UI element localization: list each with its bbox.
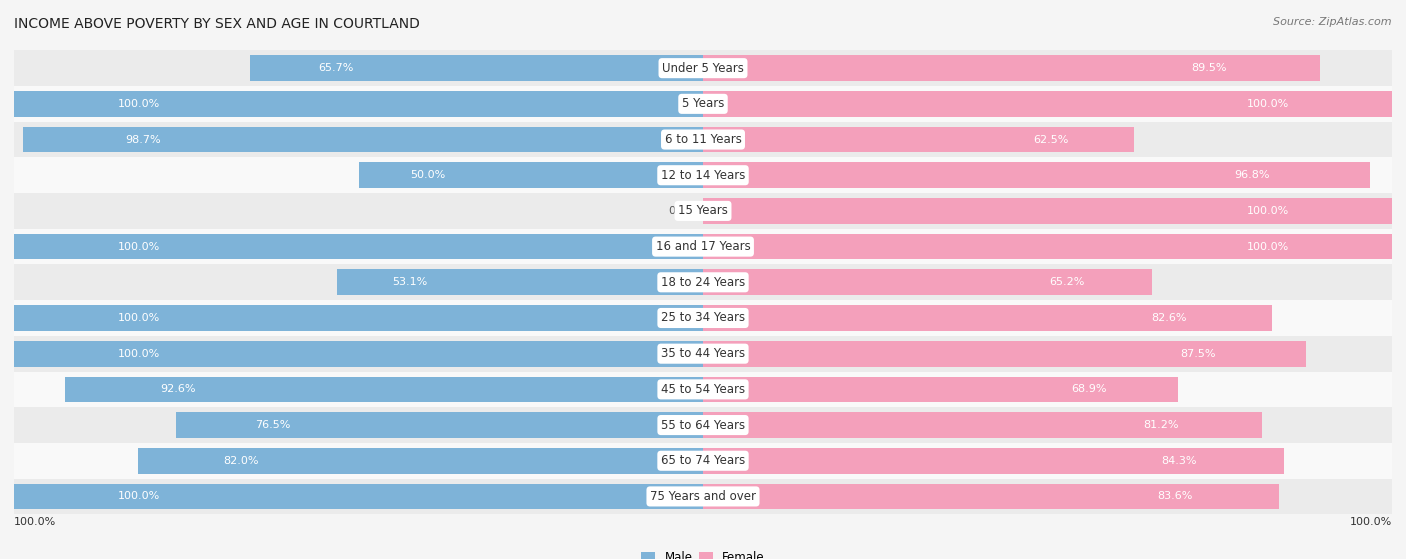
Bar (14, 372, 1392, 407)
Text: 100.0%: 100.0% (118, 241, 160, 252)
Text: 92.6%: 92.6% (160, 385, 197, 394)
Bar (22, 127, 703, 153)
Bar (14, 300, 1392, 336)
Text: 100.0%: 100.0% (118, 349, 160, 359)
Bar (703, 234, 1392, 259)
Bar (703, 162, 1369, 188)
Bar (14, 336, 1392, 372)
Text: 100.0%: 100.0% (1246, 99, 1289, 109)
Text: 100.0%: 100.0% (118, 313, 160, 323)
Text: 75 Years and over: 75 Years and over (650, 490, 756, 503)
Bar (703, 484, 1279, 509)
Bar (250, 55, 703, 81)
Bar (703, 448, 1284, 473)
Bar (176, 412, 703, 438)
Bar (14, 443, 1392, 479)
Text: 100.0%: 100.0% (118, 491, 160, 501)
Text: 45 to 54 Years: 45 to 54 Years (661, 383, 745, 396)
Bar (703, 269, 1152, 295)
Bar (14, 479, 1392, 514)
Text: Under 5 Years: Under 5 Years (662, 61, 744, 75)
Text: INCOME ABOVE POVERTY BY SEX AND AGE IN COURTLAND: INCOME ABOVE POVERTY BY SEX AND AGE IN C… (14, 17, 420, 31)
Bar (359, 162, 703, 188)
Text: 18 to 24 Years: 18 to 24 Years (661, 276, 745, 289)
Text: 100.0%: 100.0% (118, 99, 160, 109)
Bar (14, 264, 1392, 300)
Text: 100.0%: 100.0% (1246, 241, 1289, 252)
Bar (14, 341, 703, 367)
Bar (65, 377, 703, 402)
Bar (14, 193, 1392, 229)
Bar (14, 91, 703, 117)
Text: 100.0%: 100.0% (1350, 517, 1392, 527)
Text: 55 to 64 Years: 55 to 64 Years (661, 419, 745, 432)
Text: 65.7%: 65.7% (318, 63, 354, 73)
Text: 6 to 11 Years: 6 to 11 Years (665, 133, 741, 146)
Bar (14, 122, 1392, 158)
Bar (138, 448, 703, 473)
Bar (703, 55, 1320, 81)
Bar (337, 269, 703, 295)
Text: Source: ZipAtlas.com: Source: ZipAtlas.com (1274, 17, 1392, 27)
Text: 35 to 44 Years: 35 to 44 Years (661, 347, 745, 360)
Bar (14, 407, 1392, 443)
Text: 68.9%: 68.9% (1071, 385, 1107, 394)
Text: 98.7%: 98.7% (125, 135, 160, 145)
Bar (14, 305, 703, 331)
Text: 87.5%: 87.5% (1180, 349, 1215, 359)
Bar (14, 50, 1392, 86)
Bar (703, 341, 1306, 367)
Text: 83.6%: 83.6% (1157, 491, 1192, 501)
Bar (703, 127, 1133, 153)
Text: 5 Years: 5 Years (682, 97, 724, 110)
Text: 84.3%: 84.3% (1161, 456, 1197, 466)
Text: 15 Years: 15 Years (678, 205, 728, 217)
Text: 100.0%: 100.0% (1246, 206, 1289, 216)
Bar (14, 229, 1392, 264)
Text: 65.2%: 65.2% (1049, 277, 1085, 287)
Text: 50.0%: 50.0% (411, 170, 446, 180)
Bar (703, 377, 1178, 402)
Text: 100.0%: 100.0% (14, 517, 56, 527)
Text: 0.0%: 0.0% (668, 206, 696, 216)
Bar (703, 305, 1272, 331)
Text: 25 to 34 Years: 25 to 34 Years (661, 311, 745, 324)
Text: 89.5%: 89.5% (1192, 63, 1227, 73)
Bar (703, 412, 1263, 438)
Bar (14, 158, 1392, 193)
Text: 82.6%: 82.6% (1152, 313, 1187, 323)
Text: 82.0%: 82.0% (222, 456, 259, 466)
Bar (703, 198, 1392, 224)
Text: 76.5%: 76.5% (254, 420, 291, 430)
Text: 81.2%: 81.2% (1143, 420, 1178, 430)
Text: 16 and 17 Years: 16 and 17 Years (655, 240, 751, 253)
Text: 12 to 14 Years: 12 to 14 Years (661, 169, 745, 182)
Bar (703, 91, 1392, 117)
Bar (14, 86, 1392, 122)
Bar (14, 234, 703, 259)
Text: 62.5%: 62.5% (1033, 135, 1069, 145)
Bar (14, 484, 703, 509)
Legend: Male, Female: Male, Female (637, 546, 769, 559)
Text: 65 to 74 Years: 65 to 74 Years (661, 454, 745, 467)
Text: 96.8%: 96.8% (1234, 170, 1270, 180)
Text: 53.1%: 53.1% (392, 277, 427, 287)
